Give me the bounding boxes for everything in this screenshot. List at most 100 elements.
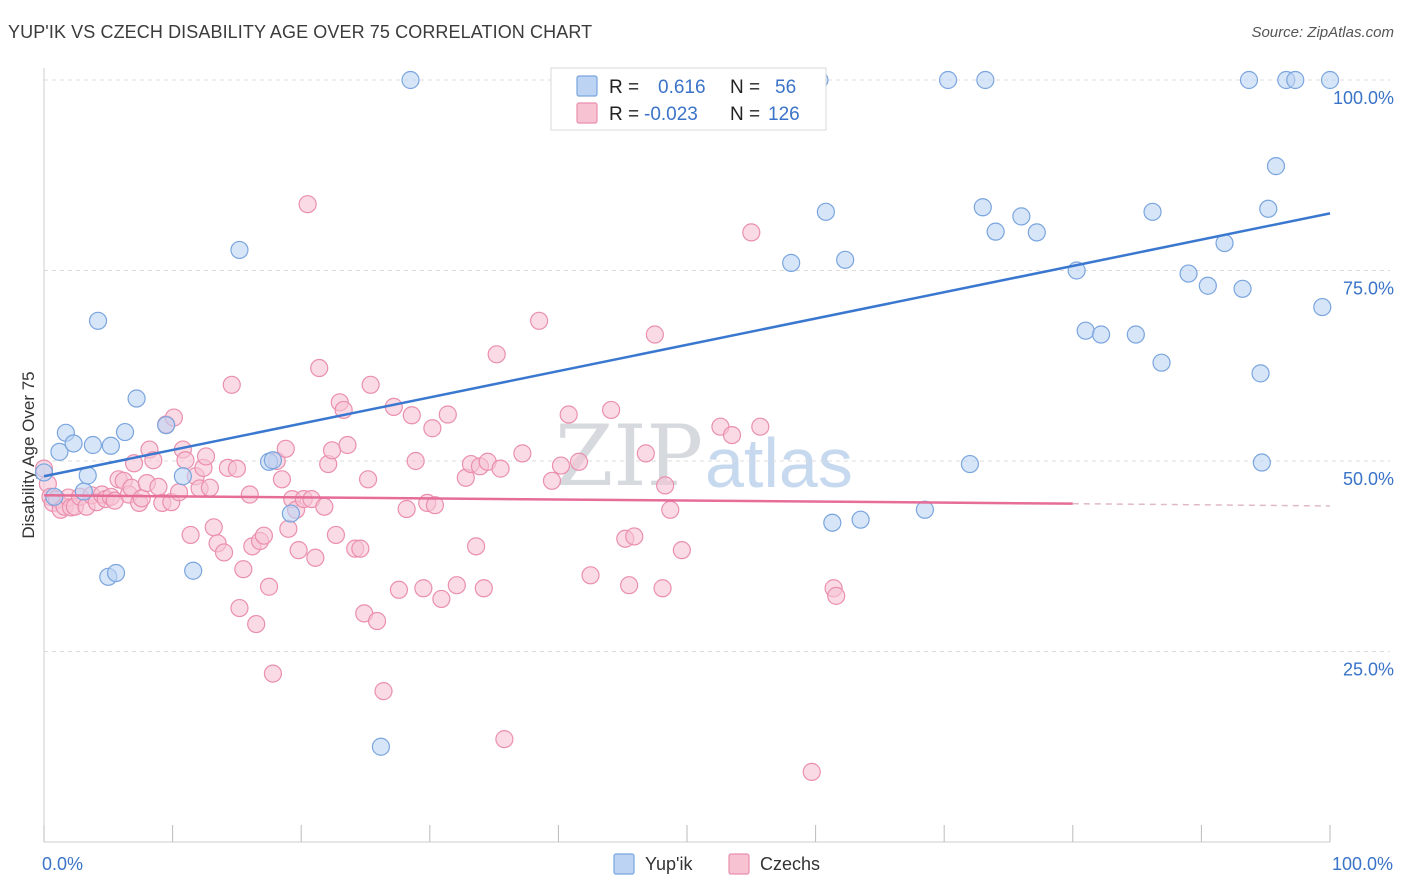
x-tick-label: 0.0% xyxy=(42,854,83,874)
czech-trend-line xyxy=(43,494,1073,505)
yupik-point xyxy=(127,389,146,408)
x-tick-label: 100.0% xyxy=(1332,854,1393,874)
czech-point xyxy=(374,682,393,701)
y-tick-label: 25.0% xyxy=(1343,660,1394,680)
czech-point xyxy=(149,477,168,497)
czech-point xyxy=(200,478,219,497)
legend-n-value-yupik: 56 xyxy=(775,77,796,98)
czech-point xyxy=(653,579,672,598)
czech-point xyxy=(491,459,510,478)
czech-trend-extension xyxy=(1072,502,1331,507)
czech-point xyxy=(656,476,675,495)
series-legend-label-czech: Czechs xyxy=(760,854,820,874)
czech-point xyxy=(247,614,266,634)
axes xyxy=(43,68,1331,843)
legend-swatch-yupik xyxy=(576,75,598,97)
czech-point xyxy=(474,579,493,598)
czech-point xyxy=(367,611,387,631)
czech-point xyxy=(559,405,578,424)
czech-point xyxy=(389,580,409,599)
czech-point xyxy=(279,519,298,538)
yupik-point xyxy=(1313,297,1332,317)
czech-point xyxy=(487,345,506,364)
yupik-point xyxy=(1152,353,1171,372)
y-axis-title: Disability Age Over 75 xyxy=(19,371,38,538)
legend-n-label: N = xyxy=(730,104,760,125)
series-legend-swatch-yupik xyxy=(613,853,635,875)
y-tick-label: 50.0% xyxy=(1343,469,1394,489)
czech-point xyxy=(751,417,770,436)
czech-point xyxy=(289,541,308,560)
czech-point xyxy=(351,539,370,558)
czech-point xyxy=(414,579,433,598)
chart-source: Source: ZipAtlas.com xyxy=(1251,24,1394,41)
yupik-point xyxy=(976,70,995,90)
czech-point xyxy=(358,470,378,489)
czech-point xyxy=(263,664,283,683)
czech-point xyxy=(602,400,621,420)
yupik-point xyxy=(1252,453,1271,472)
czech-point xyxy=(661,500,680,519)
yupik-point xyxy=(401,70,420,90)
trend-lines xyxy=(43,212,1331,507)
yupik-point xyxy=(50,442,69,461)
czech-point xyxy=(513,444,532,463)
czech-point xyxy=(196,447,216,466)
yupik-point xyxy=(1251,364,1270,383)
y-tick-label: 75.0% xyxy=(1343,279,1394,299)
y-tick-label: 100.0% xyxy=(1333,88,1394,108)
yupik-point xyxy=(1126,325,1145,344)
yupik-point xyxy=(816,202,835,221)
czech-point xyxy=(272,470,292,489)
yupik-point xyxy=(1179,264,1198,283)
czech-point xyxy=(276,439,295,458)
czech-point xyxy=(181,525,200,545)
czech-point xyxy=(447,576,466,595)
yupik-point xyxy=(1076,321,1095,340)
legend-n-value-czech: 126 xyxy=(768,104,800,125)
czech-point xyxy=(315,497,334,516)
yupik-point xyxy=(1091,325,1111,344)
czech-point xyxy=(310,358,329,378)
czech-point xyxy=(306,548,325,567)
czech-point xyxy=(551,456,571,475)
yupik-point xyxy=(371,737,391,756)
czech-point xyxy=(620,576,639,595)
czech-point xyxy=(204,518,223,537)
czech-point xyxy=(438,405,457,424)
yupik-point xyxy=(1239,70,1259,90)
series-legend-swatch-czech xyxy=(728,853,750,875)
yupik-point xyxy=(1012,207,1031,226)
yupik-point xyxy=(74,482,93,501)
czech-point xyxy=(827,586,846,605)
legend-r-label: R = xyxy=(609,77,639,98)
yupik-point xyxy=(938,70,958,90)
czech-point xyxy=(214,543,234,562)
yupik-point xyxy=(88,311,108,330)
czech-point xyxy=(234,560,253,579)
yupik-point xyxy=(263,451,283,470)
legend-r-value-yupik: 0.616 xyxy=(658,77,706,98)
yupik-point xyxy=(64,434,83,453)
yupik-point xyxy=(230,240,249,260)
y-tick-labels: 25.0% 50.0% 75.0% 100.0% xyxy=(1333,88,1394,680)
yupik-point xyxy=(115,422,135,442)
yupik-point xyxy=(1259,199,1278,218)
czech-point xyxy=(298,195,317,214)
czech-point xyxy=(222,375,241,394)
czech-point xyxy=(495,730,514,749)
czech-point xyxy=(169,483,189,502)
yupik-point xyxy=(851,510,870,529)
yupik-point xyxy=(1198,276,1217,295)
czech-point xyxy=(569,452,589,471)
yupik-point xyxy=(184,561,203,580)
yupik-point xyxy=(960,454,980,474)
stats-legend: R = 0.616 N = 56 R = -0.023 N = 126 xyxy=(550,67,827,131)
czech-point xyxy=(240,485,259,504)
czech-point xyxy=(802,762,821,781)
yupik-point xyxy=(986,222,1005,241)
czech-point xyxy=(406,451,425,471)
czech-point xyxy=(176,451,195,470)
yupik-point xyxy=(83,435,102,455)
yupik-point xyxy=(1320,70,1340,90)
